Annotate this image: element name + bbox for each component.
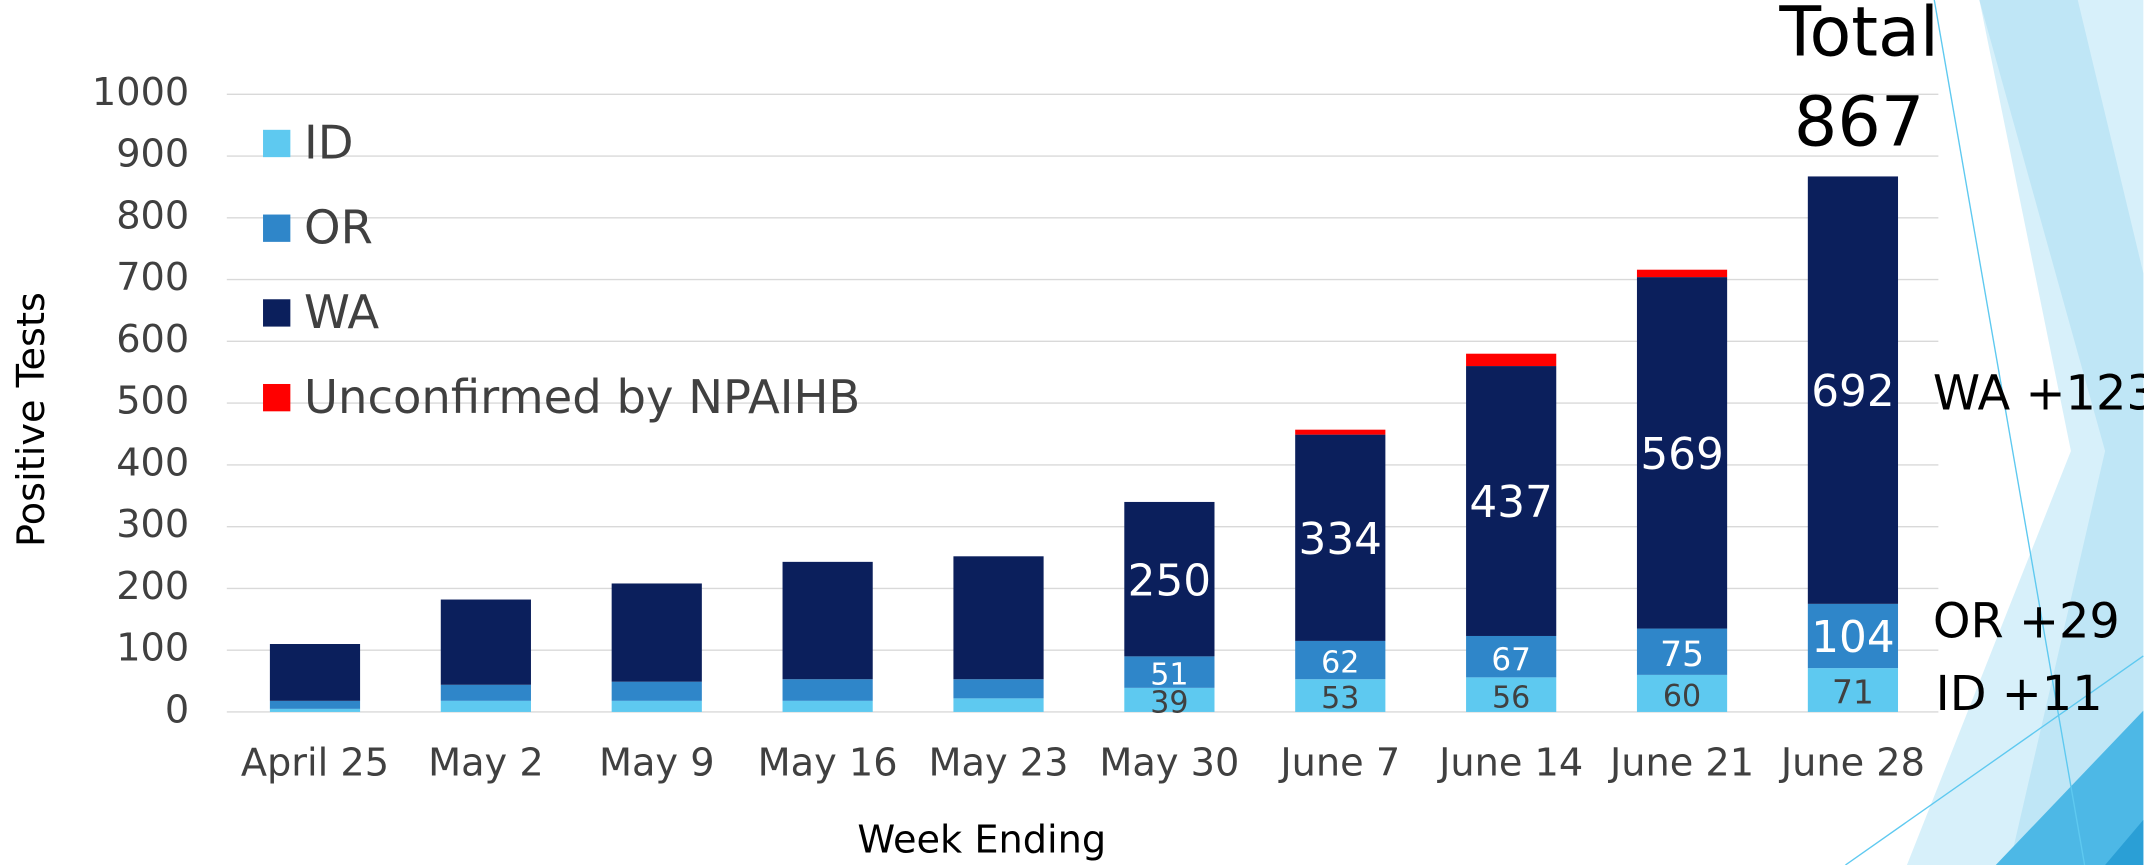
data-label: 437	[1469, 477, 1552, 528]
y-tick-label: 600	[116, 317, 189, 362]
data-label: 104	[1811, 612, 1894, 663]
id-change: ID +11	[1936, 667, 2103, 722]
data-label: 67	[1491, 642, 1530, 678]
x-tick-label: June 28	[1779, 741, 1925, 786]
plot: 0 100 200 300 400 500 600 700 800 900 1000 April 25…	[92, 70, 1938, 786]
total-title: Total	[1778, 0, 1939, 72]
y-axis-label: Positive Tests	[9, 292, 54, 547]
bar-segment	[1637, 270, 1727, 277]
bar-segment	[441, 701, 531, 712]
data-label: 60	[1663, 679, 1701, 714]
x-tick-label: June 7	[1278, 741, 1400, 786]
bar-segment	[1466, 354, 1556, 366]
data-label: 56	[1492, 680, 1530, 715]
x-tick-label: May 23	[929, 741, 1069, 786]
x-tick-label: May 2	[428, 741, 544, 786]
legend-label: Unconfirmed by NPAIHB	[304, 370, 860, 424]
bar-segment	[270, 644, 360, 701]
chart: 0 100 200 300 400 500 600 700 800 900 1000 April 25…	[0, 0, 2144, 865]
y-tick-label: 900	[116, 132, 189, 177]
bar-segment	[783, 701, 873, 712]
y-tick-label: 700	[116, 255, 189, 300]
legend-swatch	[263, 130, 290, 157]
or-change: OR +29	[1933, 594, 2120, 649]
bar-segment	[953, 679, 1043, 698]
data-label: 53	[1321, 681, 1359, 716]
bar-segment	[612, 583, 702, 681]
data-label: 71	[1832, 673, 1874, 712]
data-label: 75	[1660, 635, 1704, 675]
legend-swatch	[263, 299, 290, 326]
data-label: 250	[1128, 555, 1211, 606]
y-tick-label: 1000	[92, 70, 189, 115]
data-label: 334	[1299, 514, 1382, 565]
bar-segment	[270, 701, 360, 709]
bar-segment	[953, 556, 1043, 679]
data-label: 569	[1640, 429, 1723, 480]
bar-segment	[953, 698, 1043, 712]
data-label: 51	[1150, 658, 1188, 693]
page: {"chart_data": {"type": "stacked_bar", "…	[0, 0, 2144, 865]
x-axis-label: Week Ending	[857, 817, 1106, 862]
legend-label: OR	[304, 200, 373, 254]
legend-swatch	[263, 384, 290, 411]
y-tick-label: 200	[116, 564, 189, 609]
legend-label: WA	[304, 285, 379, 339]
total-value: 867	[1794, 84, 1924, 163]
y-tick-label: 300	[116, 502, 189, 547]
data-label: 62	[1321, 646, 1359, 681]
bar-segment	[441, 685, 531, 701]
y-tick-label: 100	[116, 626, 189, 671]
bar-segment	[612, 682, 702, 701]
legend-swatch	[263, 215, 290, 242]
y-tick-label: 0	[165, 687, 189, 732]
x-tick-label: May 9	[599, 741, 715, 786]
x-tick-label: April 25	[241, 741, 389, 786]
bar-segment	[1295, 430, 1385, 435]
bar-segment	[612, 701, 702, 712]
x-tick-label: June 14	[1437, 741, 1583, 786]
bar-segment	[783, 679, 873, 701]
x-tick-label: May 30	[1099, 741, 1239, 786]
y-tick-label: 800	[116, 193, 189, 238]
x-tick-label: May 16	[758, 741, 898, 786]
x-tick-label: June 21	[1608, 741, 1754, 786]
bar-segment	[441, 600, 531, 685]
legend-label: ID	[304, 116, 353, 170]
wa-change: WA +123	[1933, 366, 2144, 421]
data-label: 692	[1811, 366, 1894, 417]
y-tick-label: 500	[116, 379, 189, 424]
bar-segment	[783, 562, 873, 679]
y-tick-label: 400	[116, 440, 189, 485]
bar-segment	[270, 709, 360, 712]
